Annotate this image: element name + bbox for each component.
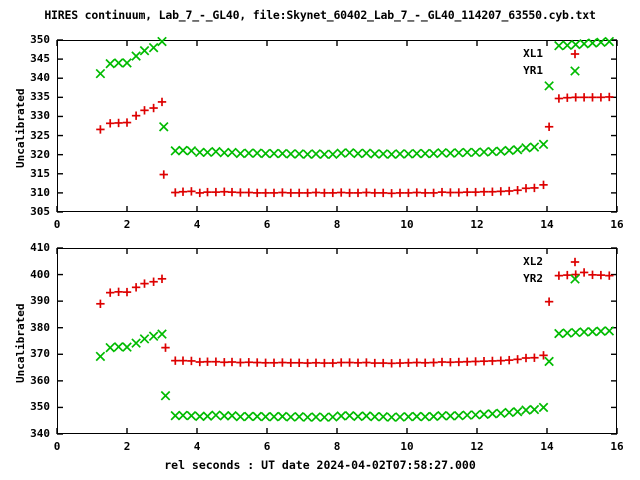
x-tick-label: 2 xyxy=(123,440,131,453)
x-tick-label: 16 xyxy=(610,440,624,453)
x-tick-label: 10 xyxy=(400,440,414,453)
x-tick-label: 0 xyxy=(53,218,61,231)
series-xl2 xyxy=(96,268,614,368)
x-tick-label: 12 xyxy=(470,440,484,453)
x-tick-label: 14 xyxy=(540,440,554,453)
y-tick-label: 340 xyxy=(30,71,50,85)
y-tick-label: 350 xyxy=(30,400,50,414)
legend-marker-xl1-icon xyxy=(570,49,580,59)
y-tick-label: 360 xyxy=(30,373,50,387)
x-tick-label: 6 xyxy=(263,218,271,231)
legend-label-xl1: XL1 xyxy=(523,47,543,60)
y-tick-label: 410 xyxy=(30,241,50,254)
x-tick-label: 8 xyxy=(333,440,341,453)
x-tick-label: 8 xyxy=(333,218,341,231)
legend-label-yr1: YR1 xyxy=(523,64,543,77)
x-tick-label: 4 xyxy=(193,218,201,231)
legend-label-xl2: XL2 xyxy=(523,255,543,268)
y-tick-label: 310 xyxy=(30,185,50,199)
y-tick-label: 325 xyxy=(30,128,50,142)
series-yr1 xyxy=(95,36,615,160)
bottom-y-axis-label: Uncalibrated xyxy=(14,303,27,383)
y-tick-label: 305 xyxy=(30,205,50,218)
y-tick-label: 390 xyxy=(30,294,50,308)
series-yr2 xyxy=(95,326,615,423)
y-tick-label: 350 xyxy=(30,33,50,46)
x-axis-label: rel seconds : UT date 2024-04-02T07:58:2… xyxy=(164,458,476,472)
x-tick-label: 16 xyxy=(610,218,624,231)
x-tick-label: 4 xyxy=(193,440,201,453)
x-tick-label: 14 xyxy=(540,218,554,231)
y-tick-label: 330 xyxy=(30,109,50,123)
legend-marker-yr2-icon xyxy=(570,274,580,284)
page-title: HIRES continuum, Lab_7_-_GL40, file:Skyn… xyxy=(44,8,596,22)
y-tick-label: 345 xyxy=(30,52,50,66)
y-tick-label: 400 xyxy=(30,267,50,281)
y-tick-label: 315 xyxy=(30,166,50,180)
bottom-plot-frame xyxy=(57,248,617,434)
y-tick-label: 335 xyxy=(30,90,50,104)
x-tick-label: 10 xyxy=(400,218,414,231)
y-tick-label: 380 xyxy=(30,320,50,334)
x-tick-label: 6 xyxy=(263,440,271,453)
y-tick-label: 370 xyxy=(30,347,50,361)
y-tick-label: 320 xyxy=(30,147,50,161)
x-tick-label: 2 xyxy=(123,218,131,231)
top-plot-frame xyxy=(57,40,617,212)
legend-marker-yr1-icon xyxy=(570,66,580,76)
legend-marker-xl2-icon xyxy=(570,257,580,267)
x-tick-label: 12 xyxy=(470,218,484,231)
series-xl1 xyxy=(96,92,614,198)
legend-label-yr2: YR2 xyxy=(523,272,543,285)
x-tick-label: 0 xyxy=(53,440,61,453)
y-tick-label: 340 xyxy=(30,427,50,440)
